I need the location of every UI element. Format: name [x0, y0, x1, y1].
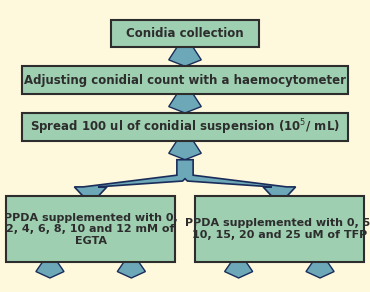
Polygon shape: [169, 47, 201, 66]
Polygon shape: [306, 262, 334, 278]
FancyBboxPatch shape: [6, 196, 175, 262]
FancyBboxPatch shape: [111, 20, 259, 47]
Polygon shape: [36, 262, 64, 278]
Text: Adjusting conidial count with a haemocytometer: Adjusting conidial count with a haemocyt…: [24, 74, 346, 87]
Text: PPDA supplemented with 0, 5,
10, 15, 20 and 25 uM of TFP: PPDA supplemented with 0, 5, 10, 15, 20 …: [185, 218, 370, 240]
Text: PPDA supplemented with 0,
2, 4, 6, 8, 10 and 12 mM of
EGTA: PPDA supplemented with 0, 2, 4, 6, 8, 10…: [4, 213, 178, 246]
Polygon shape: [169, 141, 201, 160]
Text: Spread 100 ul of conidial suspension (10$^5$/ mL): Spread 100 ul of conidial suspension (10…: [30, 117, 340, 137]
Polygon shape: [74, 160, 296, 204]
FancyBboxPatch shape: [22, 113, 348, 141]
FancyBboxPatch shape: [22, 67, 348, 94]
FancyBboxPatch shape: [195, 196, 363, 262]
Polygon shape: [169, 94, 201, 113]
Polygon shape: [117, 262, 145, 278]
Text: Conidia collection: Conidia collection: [126, 27, 244, 40]
Polygon shape: [225, 262, 253, 278]
